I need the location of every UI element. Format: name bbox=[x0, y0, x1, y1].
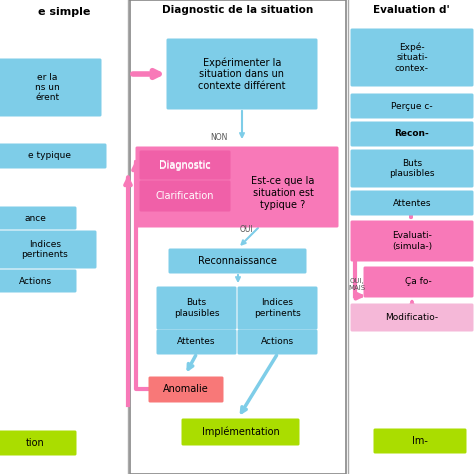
FancyBboxPatch shape bbox=[139, 151, 230, 180]
Text: Ça fo-: Ça fo- bbox=[405, 277, 432, 286]
Text: Est-ce que la
situation est
typique ?: Est-ce que la situation est typique ? bbox=[251, 176, 315, 210]
Text: er la
ns un
érent: er la ns un érent bbox=[35, 73, 60, 102]
Text: Clarification: Clarification bbox=[156, 191, 214, 201]
Text: Reconnaissance: Reconnaissance bbox=[198, 256, 277, 266]
FancyBboxPatch shape bbox=[350, 121, 474, 146]
Text: OUI: OUI bbox=[240, 225, 254, 234]
Text: Perçue c-: Perçue c- bbox=[391, 101, 433, 110]
FancyBboxPatch shape bbox=[0, 207, 76, 229]
Text: Indices
pertinents: Indices pertinents bbox=[22, 240, 68, 259]
Text: e typique: e typique bbox=[28, 152, 72, 161]
Text: Anomalie: Anomalie bbox=[163, 384, 209, 394]
Text: Implémentation: Implémentation bbox=[201, 427, 279, 437]
FancyBboxPatch shape bbox=[156, 286, 237, 329]
FancyBboxPatch shape bbox=[364, 266, 474, 298]
Text: Buts
plausibles: Buts plausibles bbox=[389, 159, 435, 178]
FancyBboxPatch shape bbox=[350, 303, 474, 331]
Text: Attentes: Attentes bbox=[177, 337, 216, 346]
FancyBboxPatch shape bbox=[0, 144, 107, 168]
FancyBboxPatch shape bbox=[168, 248, 307, 273]
Text: Expé-
situati-
contex-: Expé- situati- contex- bbox=[395, 42, 429, 73]
FancyBboxPatch shape bbox=[139, 152, 230, 181]
Text: Recon-: Recon- bbox=[395, 129, 429, 138]
FancyBboxPatch shape bbox=[350, 220, 474, 262]
FancyBboxPatch shape bbox=[139, 181, 230, 211]
FancyBboxPatch shape bbox=[166, 38, 318, 109]
Text: Evaluati-
(simula-): Evaluati- (simula-) bbox=[392, 231, 432, 251]
FancyBboxPatch shape bbox=[374, 428, 466, 454]
Text: Evaluation d': Evaluation d' bbox=[373, 5, 449, 15]
Text: Attentes: Attentes bbox=[393, 199, 431, 208]
FancyBboxPatch shape bbox=[182, 419, 300, 446]
Text: Indices
pertinents: Indices pertinents bbox=[254, 298, 301, 318]
FancyBboxPatch shape bbox=[148, 376, 224, 402]
Text: Modificatio-: Modificatio- bbox=[385, 313, 438, 322]
Text: Diagnostic: Diagnostic bbox=[159, 160, 211, 170]
FancyBboxPatch shape bbox=[350, 93, 474, 118]
FancyBboxPatch shape bbox=[156, 329, 237, 355]
Text: Diagnostic de la situation: Diagnostic de la situation bbox=[163, 5, 314, 15]
Text: Im-: Im- bbox=[412, 436, 428, 446]
FancyBboxPatch shape bbox=[0, 270, 76, 292]
Text: Buts
plausibles: Buts plausibles bbox=[174, 298, 219, 318]
Text: Diagnostic: Diagnostic bbox=[159, 161, 211, 171]
FancyBboxPatch shape bbox=[350, 149, 474, 188]
Text: OUI,
MAIS: OUI, MAIS bbox=[348, 278, 365, 291]
FancyBboxPatch shape bbox=[0, 430, 76, 456]
Text: ance: ance bbox=[24, 213, 46, 222]
FancyBboxPatch shape bbox=[237, 329, 318, 355]
FancyBboxPatch shape bbox=[136, 146, 338, 228]
Text: e simple: e simple bbox=[38, 7, 90, 17]
FancyBboxPatch shape bbox=[350, 191, 474, 216]
FancyBboxPatch shape bbox=[0, 58, 101, 117]
FancyBboxPatch shape bbox=[0, 230, 97, 268]
Text: NON: NON bbox=[210, 133, 228, 142]
Text: Actions: Actions bbox=[18, 276, 52, 285]
FancyBboxPatch shape bbox=[350, 28, 474, 86]
Text: Actions: Actions bbox=[261, 337, 294, 346]
Text: Expérimenter la
situation dans un
contexte différent: Expérimenter la situation dans un contex… bbox=[198, 57, 286, 91]
FancyBboxPatch shape bbox=[237, 286, 318, 329]
Text: tion: tion bbox=[26, 438, 45, 448]
